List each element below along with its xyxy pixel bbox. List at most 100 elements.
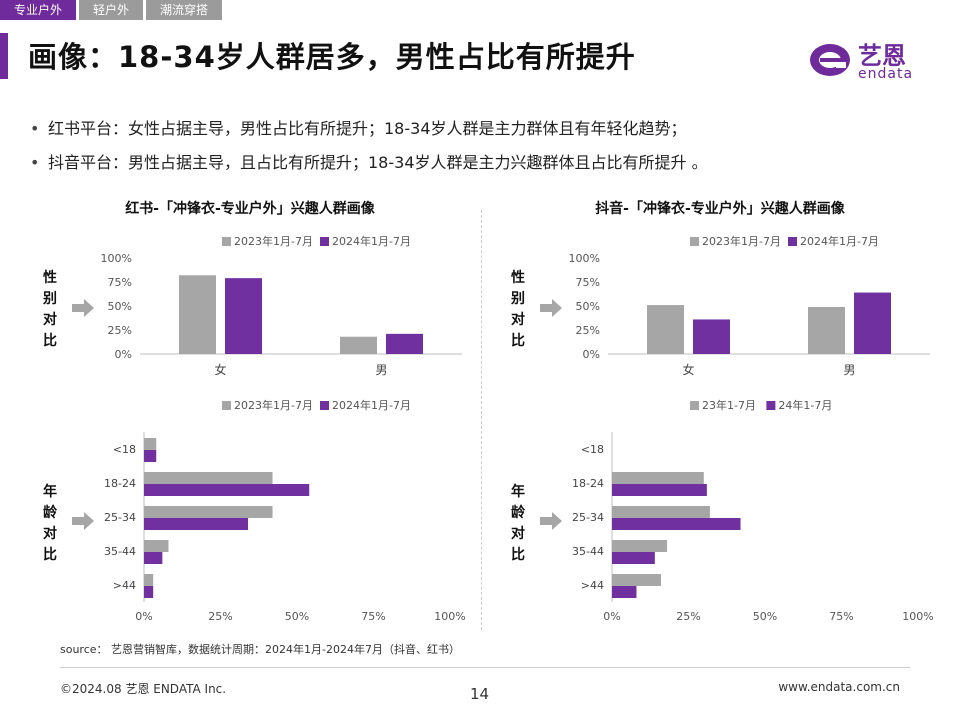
- bar->44-0: [612, 574, 661, 586]
- legend-label: 2024年1月-7月: [332, 398, 411, 412]
- endata-logo: 艺恩 endata: [808, 38, 928, 86]
- x-tick-label: 75%: [829, 610, 853, 623]
- bar-18-24-1: [144, 484, 310, 496]
- side-char: 对: [43, 526, 57, 542]
- side-char: 性: [43, 270, 57, 286]
- legend-label: 23年1-7月: [702, 398, 756, 412]
- bar-女-0: [647, 305, 684, 354]
- bar-18-24-0: [612, 472, 704, 484]
- bar-25-34-0: [612, 506, 710, 518]
- x-tick-label: 50%: [285, 610, 309, 623]
- y-category-label: 35-44: [572, 545, 604, 558]
- side-char: 年: [43, 484, 57, 500]
- legend-label: 2024年1月-7月: [800, 234, 879, 248]
- legend-label: 2023年1月-7月: [234, 234, 313, 248]
- bar-女-0: [179, 275, 216, 354]
- legend-label: 24年1-7月: [778, 398, 832, 412]
- legend-label: 2024年1月-7月: [332, 234, 411, 248]
- legend-label: 2023年1月-7月: [702, 234, 781, 248]
- bar-25-34-0: [144, 506, 273, 518]
- y-category-label: 18-24: [104, 477, 136, 490]
- bar-女-1: [693, 319, 730, 354]
- y-tick-label: 0%: [115, 348, 132, 361]
- bullet-douyin: 抖音平台：男性占据主导，且占比有所提升；18-34岁人群是主力兴趣群体且占比有所…: [30, 148, 930, 182]
- source-note: source： 艺恩营销智库，数据统计周期：2024年1月-2024年7月（抖音…: [60, 643, 460, 656]
- x-tick-label: 25%: [676, 610, 700, 623]
- bar->44-0: [144, 574, 154, 586]
- endata-logo-icon: [810, 44, 850, 76]
- side-char: 龄: [511, 505, 525, 521]
- side-char: 比: [43, 333, 57, 349]
- bar-18-24-0: [144, 472, 273, 484]
- side-char: 别: [43, 291, 57, 307]
- side-char: 对: [511, 312, 525, 328]
- side-char: 别: [511, 291, 525, 307]
- y-category-label: 25-34: [104, 511, 136, 524]
- x-category-label: 女: [682, 362, 694, 377]
- bar-35-44-0: [612, 540, 668, 552]
- side-char: 龄: [43, 505, 57, 521]
- bar-35-44-1: [144, 552, 163, 564]
- side-char: 比: [43, 547, 57, 563]
- legend-label: 2023年1月-7月: [234, 398, 313, 412]
- side-char: 年: [511, 484, 525, 500]
- tab-street-style[interactable]: 潮流穿搭: [146, 0, 223, 20]
- y-tick-label: 50%: [576, 300, 600, 313]
- legend-swatch: [320, 237, 329, 246]
- y-tick-label: 25%: [108, 324, 132, 337]
- side-char: 比: [511, 547, 525, 563]
- y-category-label: <18: [581, 443, 604, 456]
- logo-cn-text: 艺恩: [858, 42, 906, 70]
- bar-男-0: [808, 306, 845, 354]
- tab-pro-outdoor[interactable]: 专业户外: [0, 0, 77, 20]
- legend-swatch: [690, 401, 699, 410]
- bar-35-44-1: [612, 552, 655, 564]
- right-arrow-icon: [540, 512, 562, 530]
- page-title: 画像：18-34岁人群居多，男性占比有所提升: [28, 40, 636, 74]
- legend-swatch: [766, 401, 776, 410]
- legend-swatch: [222, 237, 231, 246]
- side-char: 对: [43, 312, 57, 328]
- x-tick-label: 100%: [434, 610, 465, 623]
- x-tick-label: 100%: [902, 610, 933, 623]
- y-category-label: 25-34: [572, 511, 604, 524]
- y-category-label: 35-44: [104, 545, 136, 558]
- right-gender-side-label: 性 别 对 比: [510, 268, 526, 352]
- legend-swatch: [690, 237, 699, 246]
- right-age-side-label: 年 龄 对 比: [510, 482, 526, 566]
- x-tick-label: 0%: [603, 610, 620, 623]
- y-category-label: >44: [581, 579, 604, 592]
- left-gender-side-label: 性 别 对 比: [42, 268, 58, 352]
- x-category-label: 男: [843, 363, 855, 377]
- x-category-label: 男: [375, 363, 387, 377]
- right-arrow-icon: [72, 512, 94, 530]
- right-arrow-icon: [72, 299, 94, 317]
- y-category-label: <18: [113, 443, 136, 456]
- footer-divider: [60, 667, 910, 668]
- side-char: 对: [511, 526, 525, 542]
- center-divider: [481, 210, 482, 630]
- side-char: 性: [511, 270, 525, 286]
- footer-copyright: ©2024.08 艺恩 ENDATA Inc.: [60, 682, 227, 696]
- y-tick-label: 50%: [108, 300, 132, 313]
- bar-<18-1: [144, 450, 157, 462]
- summary-bullets: 红书平台：女性占据主导，男性占比有所提升；18-34岁人群是主力群体且有年轻化趋…: [30, 114, 930, 182]
- logo-en-text: endata: [858, 66, 914, 82]
- bullet-redbook: 红书平台：女性占据主导，男性占比有所提升；18-34岁人群是主力群体且有年轻化趋…: [30, 114, 930, 148]
- legend-swatch: [222, 401, 231, 410]
- page-number: 14: [470, 685, 490, 703]
- legend-swatch: [788, 237, 797, 246]
- bar-<18-0: [144, 438, 157, 450]
- y-tick-label: 75%: [108, 276, 132, 289]
- bar-18-24-1: [612, 484, 707, 496]
- x-tick-label: 50%: [753, 610, 777, 623]
- tab-light-outdoor[interactable]: 轻户外: [79, 0, 144, 20]
- y-tick-label: 25%: [576, 324, 600, 337]
- y-category-label: >44: [113, 579, 136, 592]
- title-accent-bar: [0, 33, 8, 79]
- bar-25-34-1: [144, 518, 249, 530]
- bar-男-1: [386, 333, 423, 354]
- bar-女-1: [225, 278, 262, 354]
- bar-25-34-1: [612, 518, 741, 530]
